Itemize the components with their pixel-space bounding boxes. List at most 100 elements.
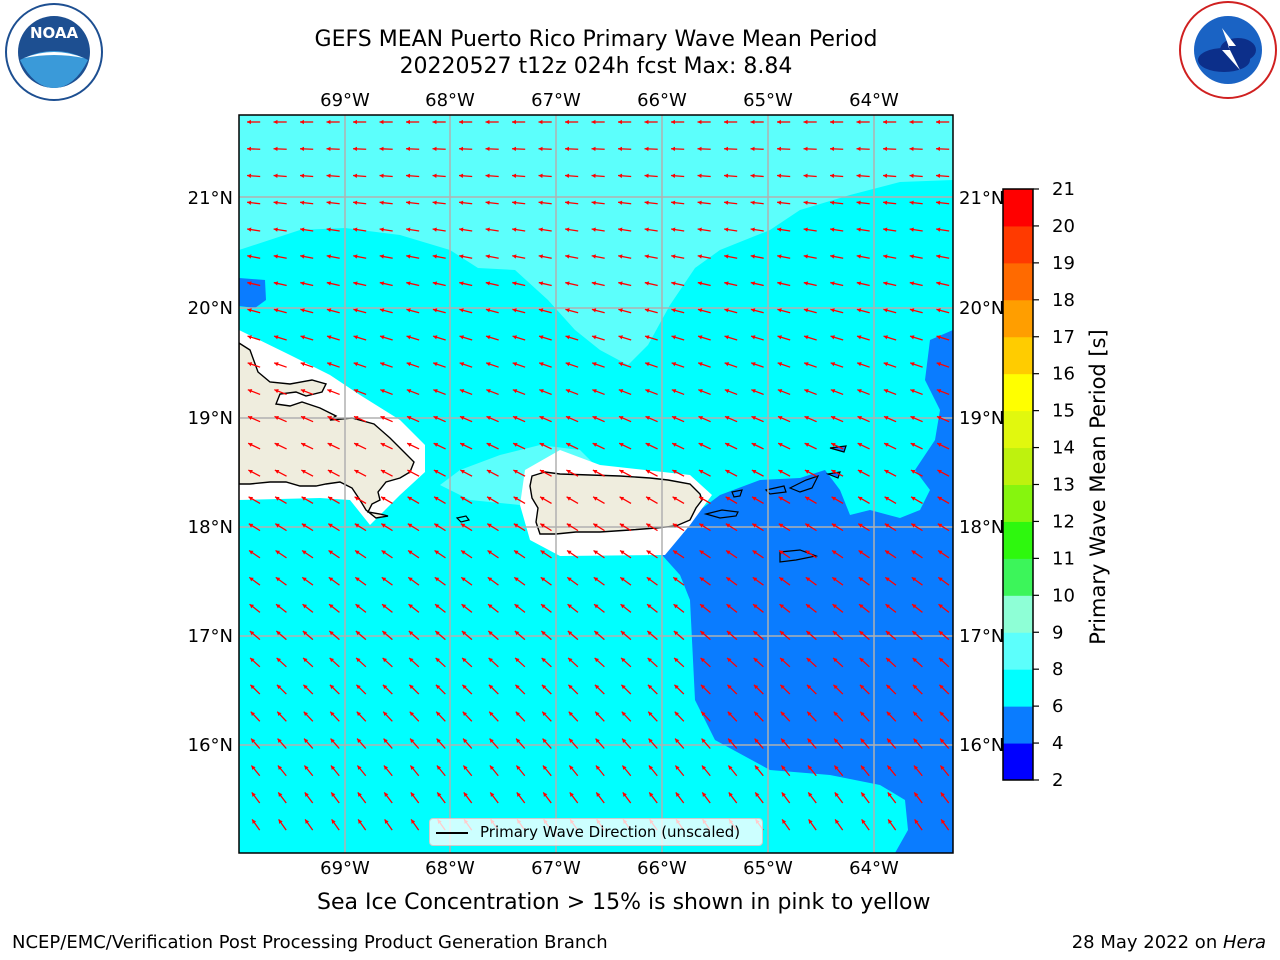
wave-arrow-head (538, 146, 543, 152)
wave-arrow-head (618, 146, 623, 152)
colorbar-segment (1003, 706, 1033, 744)
wave-arrow-head (489, 765, 495, 770)
wave-arrow-head (512, 335, 517, 340)
wave-arrow-head (463, 792, 468, 797)
wave-arrow-head (648, 765, 654, 770)
nws-logo (1179, 1, 1277, 99)
wave-arrow-head (538, 281, 544, 286)
wave-arrow-head (301, 469, 306, 474)
wave-arrow-head (618, 173, 623, 178)
wave-arrow-head (251, 738, 256, 743)
wave-arrow-head (644, 281, 650, 286)
wave-arrow-head (406, 335, 411, 340)
wave-arrow-head (278, 819, 283, 824)
wave-arrow-head (938, 631, 944, 636)
wave-arrow-head (512, 362, 518, 367)
wave-arrow-head (913, 765, 919, 770)
colorbar-tick-label: 13 (1052, 475, 1075, 496)
wave-arrow-head (649, 792, 654, 797)
wave-arrow-head (406, 362, 412, 367)
wave-arrow-head (411, 819, 416, 824)
wave-arrow-head (461, 550, 466, 555)
wave-arrow-head (806, 684, 812, 690)
sea-ice-note: Sea Ice Concentration > 15% is shown in … (317, 890, 931, 915)
wave-arrow-head (647, 657, 652, 663)
colorbar-segment (1003, 299, 1033, 338)
wave-arrow-head (644, 254, 649, 259)
colorbar-tick-label: 16 (1052, 364, 1075, 385)
wave-arrow-head (622, 738, 627, 743)
wave-arrow-head (407, 496, 413, 501)
wave-arrow-head (645, 469, 651, 474)
wave-arrow-head (566, 469, 571, 474)
wave-arrow-head (274, 335, 279, 340)
wave-arrow-head (830, 308, 835, 313)
wave-arrow-head (644, 146, 649, 152)
wave-arrow-head (672, 523, 678, 528)
wave-arrow-head (250, 711, 256, 717)
wave-arrow-head (883, 389, 889, 394)
wave-arrow-head (300, 308, 305, 313)
wave-arrow-head (752, 523, 757, 528)
wave-arrow-head (565, 119, 569, 125)
wave-arrow-head (358, 819, 363, 824)
wave-arrow-head (937, 469, 942, 474)
wave-arrow-head (886, 711, 892, 717)
wave-arrow-head (565, 389, 571, 394)
wave-arrow-head (591, 227, 596, 232)
map-frame (238, 114, 954, 854)
wave-arrow-head (803, 227, 808, 232)
wave-arrow-head (354, 523, 360, 528)
wave-arrow-head (273, 200, 278, 205)
wave-arrow-head (409, 657, 414, 663)
wave-arrow-head (937, 523, 943, 528)
colorbar-segment (1003, 669, 1033, 707)
wave-arrow-head (303, 684, 308, 690)
wave-arrow-head (512, 254, 517, 259)
wave-arrow-head (754, 765, 760, 770)
wave-arrow-head (857, 389, 862, 394)
legend-label: Primary Wave Direction (unscaled) (480, 823, 741, 841)
wave-arrow-head (675, 765, 680, 770)
wave-arrow-head (645, 442, 651, 447)
wave-arrow-head (834, 765, 839, 770)
wave-arrow-head (939, 657, 944, 663)
wave-arrow-head (596, 792, 601, 797)
wave-arrow-head (353, 254, 358, 259)
wave-arrow-head (355, 604, 360, 609)
wave-arrow-head (539, 335, 544, 340)
wave-arrow-head (858, 577, 864, 582)
wave-arrow-head (539, 362, 544, 367)
wave-arrow-head (432, 308, 438, 313)
wave-arrow-head (673, 631, 679, 636)
wave-arrow-head (856, 308, 862, 313)
wave-arrow-head (303, 657, 308, 663)
wave-arrow-head (302, 550, 307, 555)
wave-arrow-head (302, 604, 307, 609)
wave-arrow-head (538, 119, 543, 125)
wave-arrow-head (672, 496, 678, 501)
wave-arrow-head (436, 711, 441, 717)
wave-arrow-head (408, 631, 414, 636)
colorbar-tick-label: 18 (1052, 290, 1075, 311)
wave-arrow-head (595, 765, 601, 770)
island-virgin-3 (788, 474, 820, 493)
wave-arrow-head (803, 281, 809, 286)
wave-arrow-head (277, 765, 283, 770)
wave-arrow-head (591, 119, 596, 125)
wave-arrow-head (883, 146, 888, 152)
wave-arrow-head (886, 657, 891, 663)
wave-arrow-head (622, 792, 627, 797)
wave-arrow-head (645, 335, 650, 340)
wave-arrow-head (592, 469, 598, 474)
wave-arrow-head (540, 577, 546, 582)
wave-arrow-head (594, 631, 599, 636)
wave-arrow-head (302, 577, 307, 582)
wave-arrow-head (461, 631, 467, 636)
wave-arrow-head (779, 550, 784, 555)
wave-arrow-head (329, 604, 334, 609)
wave-arrow-head (463, 765, 468, 770)
wave-arrow-head (830, 146, 835, 152)
wave-arrow-head (565, 146, 570, 152)
wave-arrow-head (883, 335, 888, 340)
